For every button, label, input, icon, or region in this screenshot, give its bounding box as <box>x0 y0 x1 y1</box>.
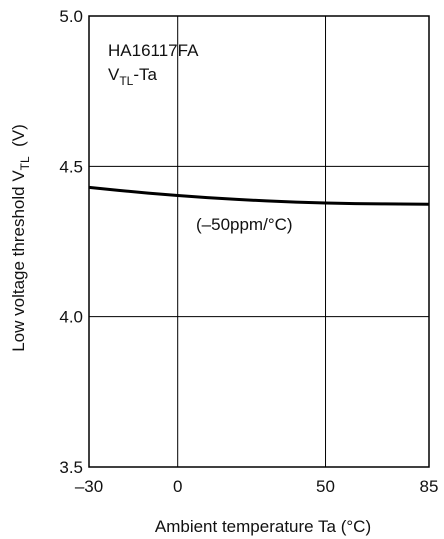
chart-title-line1: HA16117FA <box>108 41 199 60</box>
chart-title-line2: VTL-Ta <box>108 65 158 88</box>
x-axis-label: Ambient temperature Ta (°C) <box>155 517 371 536</box>
x-tick-label: –30 <box>75 477 103 496</box>
x-axis-ticks: –30 0 50 85 <box>75 477 439 496</box>
y-tick-label: 4.5 <box>59 157 83 176</box>
y-axis-ticks: 3.5 4.0 4.5 5.0 <box>59 7 83 477</box>
y-tick-label: 5.0 <box>59 7 83 26</box>
series-line <box>88 185 430 206</box>
slope-annotation: (–50ppm/°C) <box>196 215 293 234</box>
x-tick-label: 85 <box>420 477 439 496</box>
y-tick-label: 4.0 <box>59 308 83 327</box>
grid-lines <box>89 16 429 467</box>
plot-frame <box>88 15 430 468</box>
x-tick-label: 0 <box>173 477 182 496</box>
y-axis-label: Low voltage threshold VTL (V) <box>9 124 32 352</box>
y-tick-label: 3.5 <box>59 458 83 477</box>
x-tick-label: 50 <box>316 477 335 496</box>
